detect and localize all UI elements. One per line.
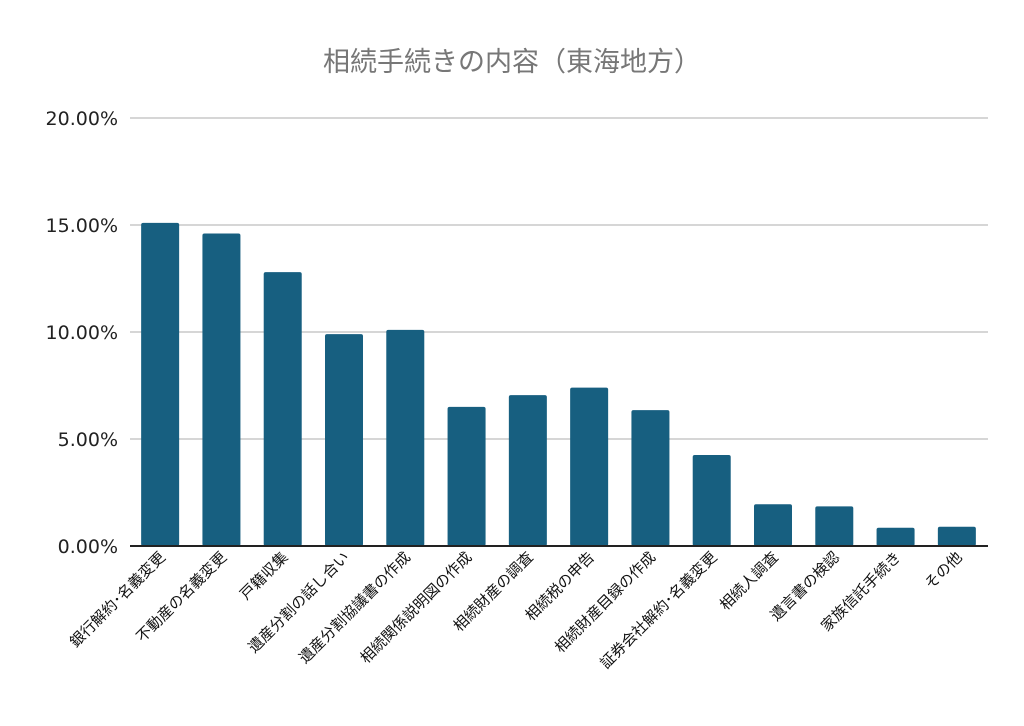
x-tick-label: 遺産分割協議書の作成 [295,548,414,667]
bar [325,334,363,546]
bar [631,410,670,546]
bar [876,527,915,546]
bar [754,504,792,546]
grid-lines [130,117,988,440]
bar [386,329,425,546]
bars [141,222,976,547]
bar [263,272,302,546]
bar [570,387,609,546]
y-tick-label: 10.00% [46,322,118,344]
y-tick-label: 20.00% [46,108,118,130]
y-tick-label: 0.00% [58,536,118,558]
y-axis-ticks: 0.00% 5.00% 10.00% 15.00% 20.00% [46,108,118,558]
x-tick-label: 相続関係説明図の作成 [357,548,476,667]
bar [202,233,241,546]
x-tick-label: 戸籍収集 [236,548,291,603]
bar [937,526,976,546]
x-tick-label: その他 [921,548,966,593]
y-tick-label: 5.00% [58,429,118,451]
chart-title: 相続手続きの内容（東海地方） [323,47,701,78]
bar [508,395,547,546]
bar [447,406,486,546]
x-tick-label: 相続財産目録の作成 [551,548,659,656]
x-tick-label: 相続人調査 [716,548,782,614]
x-tick-label: 証券会社解約･名義変更 [596,548,720,672]
bar [692,455,731,546]
y-tick-label: 15.00% [46,215,118,237]
bar [815,506,854,546]
x-tick-label: 遺産分割の話し合い [245,548,353,656]
bar [141,222,180,547]
